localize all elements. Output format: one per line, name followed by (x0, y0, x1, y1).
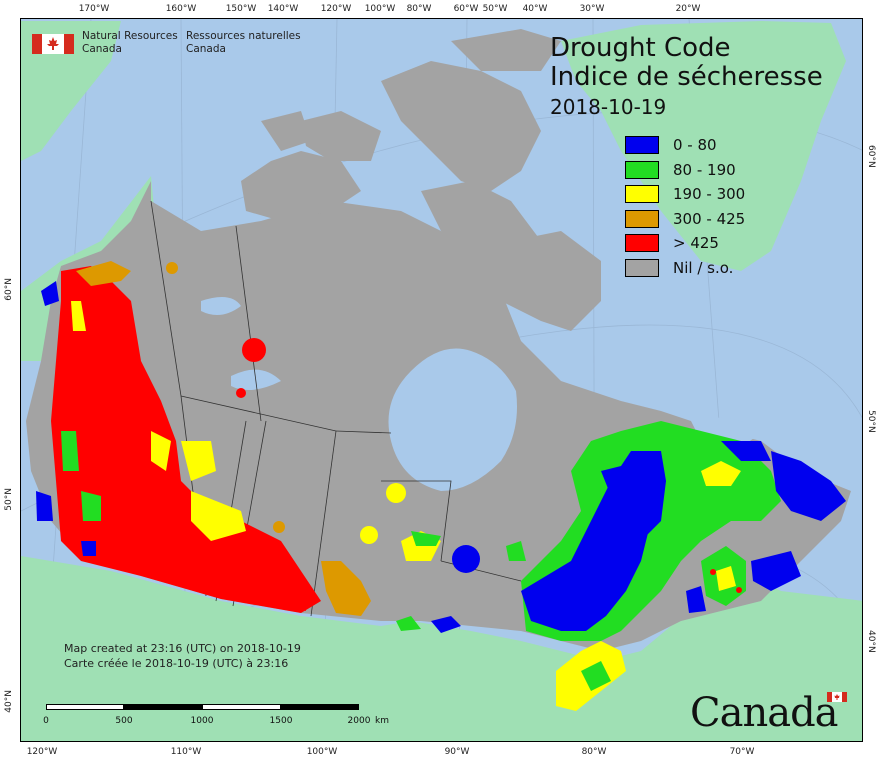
graticule-label-right: 50°N (866, 410, 876, 433)
graticule-label-top: 30°W (579, 4, 605, 14)
agency-name-en-line1: Natural Resources (82, 30, 178, 42)
scale-label: 500 (115, 716, 133, 726)
map-title-block: Drought Code Indice de sécheresse 2018-1… (550, 34, 823, 120)
land-siberia (21, 21, 121, 161)
map-date: 2018-10-19 (550, 95, 667, 119)
scale-segment (281, 704, 359, 710)
graticule-label-bottom: 100°W (306, 747, 338, 757)
scale-unit: km (375, 716, 389, 726)
graticule-label-top: 40°W (522, 4, 548, 14)
agency-name-fr-line1: Ressources naturelles (186, 30, 301, 42)
credit-fr: Carte créée le 2018-10-19 (UTC) à 23:16 (64, 657, 289, 670)
legend-label: 190 - 300 (673, 185, 746, 203)
graticule-label-left: 40°N (4, 690, 14, 713)
wordmark-flag-icon (827, 692, 847, 702)
scale-label: 1000 (190, 716, 214, 726)
lake (201, 297, 241, 315)
agency-name-fr-line2: Canada (186, 43, 226, 55)
graticule-label-top: 150°W (225, 4, 257, 14)
graticule-label-bottom: 120°W (26, 747, 58, 757)
hudson-bay (388, 348, 517, 491)
map-title-fr: Indice de sécheresse (550, 62, 823, 92)
land-usa (21, 556, 862, 741)
graticule-label-bottom: 80°W (581, 747, 607, 757)
legend-label: 80 - 190 (673, 160, 736, 179)
legend-label: 0 - 80 (673, 136, 717, 154)
drought-west (36, 261, 441, 616)
graticule-label-right: 40°N (866, 630, 876, 653)
scale-segment (124, 704, 202, 710)
graticule-label-bottom: 90°W (444, 747, 470, 757)
legend-swatch (625, 136, 659, 154)
graticule-label-top: 170°W (78, 4, 110, 14)
map-title-en: Drought Code (550, 33, 731, 63)
graticule-label-top: 120°W (320, 4, 352, 14)
graticule-label-left: 50°N (4, 488, 14, 511)
canada-wordmark: Canada (690, 690, 839, 736)
graticule-label-top: 140°W (267, 4, 299, 14)
graticule-label-top: 60°W (453, 4, 479, 14)
scale-bar: 0 500 1000 1500 2000 km (43, 704, 389, 726)
graticule-label-left: 60°N (4, 278, 14, 301)
graticule-label-top: 100°W (364, 4, 396, 14)
scale-label: 2000 (347, 716, 371, 726)
agency-name-fr: Ressources naturelles Canada (186, 30, 301, 56)
legend-label: > 425 (673, 234, 719, 252)
scale-segment (202, 704, 281, 710)
map-canvas[interactable] (20, 18, 863, 742)
graticule-label-bottom: 70°W (729, 747, 755, 757)
graticule-label-top: 20°W (675, 4, 701, 14)
legend-swatch (625, 258, 659, 277)
legend-label: 300 - 425 (673, 209, 746, 228)
legend-swatch (625, 185, 659, 203)
graticule-label-top: 160°W (165, 4, 197, 14)
legend-swatch (625, 234, 659, 252)
scale-label: 0 (43, 716, 49, 726)
drought-east (396, 421, 846, 711)
scale-label: 1500 (269, 716, 293, 726)
map-credit: Map created at 23:16 (UTC) on 2018-10-19… (64, 641, 301, 671)
credit-en: Map created at 23:16 (UTC) on 2018-10-19 (64, 642, 301, 655)
graticule-label-bottom: 110°W (170, 747, 202, 757)
legend-label: Nil / s.o. (673, 258, 734, 277)
land-greenland (561, 21, 846, 271)
agency-name-en-line2: Canada (82, 43, 122, 55)
graticule-label-top: 50°W (482, 4, 508, 14)
agency-name-en: Natural Resources Canada (82, 30, 178, 56)
graticule-label-right: 60°N (866, 145, 876, 168)
canada-flag-icon (32, 34, 74, 54)
legend-swatch (625, 209, 659, 228)
scale-segment (46, 704, 124, 710)
graticule-label-top: 80°W (406, 4, 432, 14)
legend-swatch (625, 160, 659, 179)
